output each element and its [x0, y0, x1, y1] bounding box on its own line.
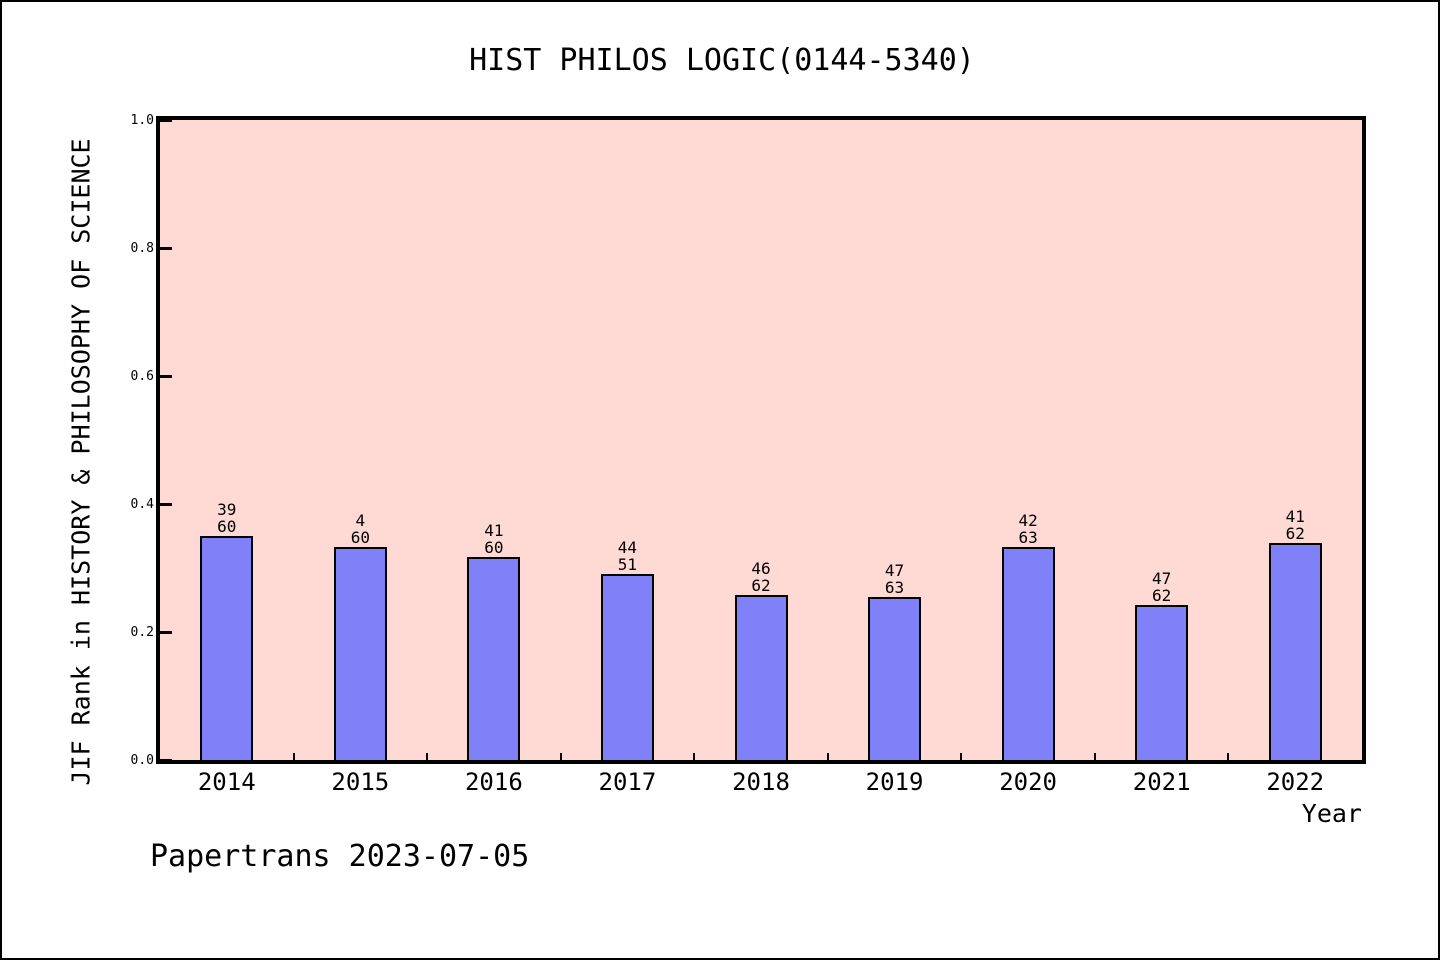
footer-watermark: Papertrans 2023-07-05	[150, 839, 530, 874]
bar-value-label: 41 60	[484, 521, 504, 557]
bar-value-label: 39 60	[217, 500, 237, 536]
bar-value-label: 42 63	[1018, 511, 1038, 547]
x-axis-minor-tick	[426, 753, 429, 760]
x-tick-label: 2020	[999, 768, 1057, 796]
y-tick-label: 0.2	[130, 625, 154, 640]
bar-value-label: 4 60	[350, 511, 370, 547]
bar	[1135, 605, 1189, 760]
y-axis-tick	[160, 502, 172, 506]
x-tick-label: 2015	[331, 768, 390, 796]
bar-value-label: 47 62	[1152, 569, 1172, 605]
x-axis-minor-tick	[693, 753, 696, 760]
y-tick-label: 0.6	[130, 369, 154, 384]
y-tick-label: 0.8	[130, 241, 154, 256]
y-tick-label: 0.0	[130, 753, 154, 768]
bar	[868, 597, 922, 760]
x-tick-label: 2016	[464, 768, 523, 796]
y-axis-tick	[160, 118, 172, 122]
y-axis-label: JIF Rank in HISTORY & PHILOSOPHY OF SCIE…	[66, 138, 96, 786]
bar	[734, 595, 788, 760]
y-tick-label: 0.4	[130, 497, 154, 512]
x-axis-minor-tick	[1227, 753, 1230, 760]
plot-inner: 39 60 4 60 41 60 44 51 46 62 47 63 42 63 47 62 4…	[160, 118, 1362, 762]
bar	[467, 557, 521, 760]
x-tick-label: 2018	[732, 768, 790, 796]
y-tick-label: 1.0	[130, 113, 154, 128]
bar-value-label: 47 63	[884, 561, 905, 597]
bar	[1268, 543, 1322, 760]
x-tick-label: 2022	[1266, 768, 1325, 796]
bar	[200, 536, 254, 760]
bar-value-label: 41 62	[1285, 507, 1305, 543]
x-axis-minor-tick	[292, 753, 295, 760]
plot-area: 39 60 4 60 41 60 44 51 46 62 47 63 42 63 47 62 4…	[156, 116, 1366, 764]
y-axis-tick	[160, 758, 172, 762]
x-axis-minor-tick	[1093, 753, 1096, 760]
x-axis-minor-tick	[960, 753, 963, 760]
x-tick-label: 2014	[197, 768, 256, 796]
bar-value-label: 46 62	[751, 559, 771, 595]
y-axis-tick	[160, 246, 172, 250]
bar	[600, 574, 654, 760]
y-axis-tick	[160, 630, 172, 634]
x-tick-label: 2017	[598, 768, 657, 796]
bar	[1001, 547, 1055, 760]
x-axis-minor-tick	[559, 753, 562, 760]
x-tick-label: 2019	[865, 768, 924, 796]
x-axis-label: Year	[1301, 799, 1362, 828]
chart-title: HIST PHILOS LOGIC(0144-5340)	[469, 43, 975, 78]
bar	[333, 547, 387, 760]
bar-value-label: 44 51	[617, 538, 638, 574]
x-tick-label: 2021	[1132, 768, 1191, 796]
x-axis-minor-tick	[826, 753, 829, 760]
y-axis-tick	[160, 374, 172, 378]
